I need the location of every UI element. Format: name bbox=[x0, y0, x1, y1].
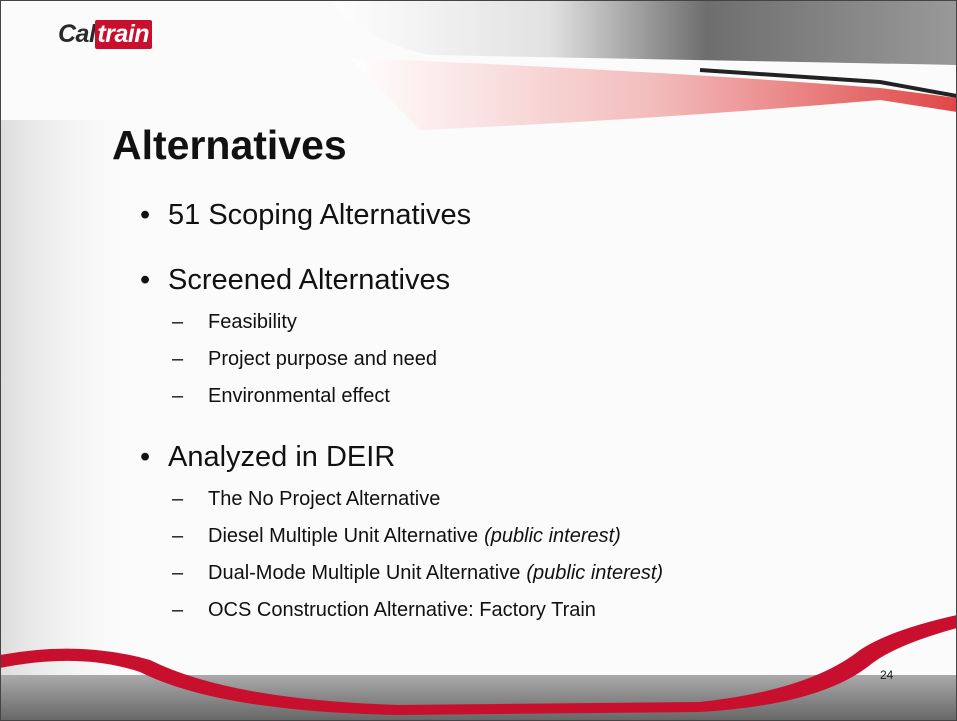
logo-text: train bbox=[95, 20, 153, 49]
sub-bullet-text: Project purpose and need bbox=[208, 348, 438, 370]
bullet: 51 Scoping Alternatives bbox=[140, 195, 900, 235]
sub-bullet: Diesel Multiple Unit Alternative(public … bbox=[140, 518, 900, 555]
sub-bullet-text: Feasibility bbox=[208, 311, 297, 333]
sub-bullet-note: (public interest) bbox=[526, 562, 664, 584]
sub-list: Feasibility Project purpose and need Envir… bbox=[140, 304, 900, 415]
sub-bullet-text: Dual-Mode Multiple Unit Alternative bbox=[208, 562, 521, 584]
logo-text: Cal bbox=[58, 20, 96, 48]
sub-bullet-text: Diesel Multiple Unit Alternative bbox=[208, 525, 479, 547]
slide-title: Alternatives bbox=[112, 122, 347, 168]
sub-list: The No Project Alternative Diesel Multipl… bbox=[140, 481, 900, 629]
sub-bullet: Feasibility bbox=[140, 304, 900, 341]
bullet: Screened Alternatives bbox=[140, 260, 900, 300]
bullet: Analyzed in DEIR bbox=[140, 437, 900, 477]
sub-bullet: OCS Construction Alternative: Factory Tr… bbox=[140, 592, 900, 629]
sub-bullet-note: (public interest) bbox=[484, 525, 621, 547]
page-number: 24 bbox=[880, 668, 894, 682]
bullet-text: 51 Scoping Alternatives bbox=[168, 199, 472, 231]
sub-bullet: Dual-Mode Multiple Unit Alternative(publ… bbox=[140, 555, 900, 592]
sub-bullet: Project purpose and need bbox=[140, 341, 900, 378]
sub-bullet: Environmental effect bbox=[140, 378, 900, 415]
bullet-list: 51 Scoping Alternatives Screened Alternat… bbox=[140, 195, 900, 629]
bullet-text: Screened Alternatives bbox=[168, 264, 451, 296]
sub-bullet-text: Environmental effect bbox=[208, 385, 390, 407]
sub-bullet: The No Project Alternative bbox=[140, 481, 900, 518]
sub-bullet-text: OCS Construction Alternative: Factory Tr… bbox=[208, 599, 596, 621]
bullet-text: Analyzed in DEIR bbox=[168, 441, 396, 473]
logo: Caltrain bbox=[58, 20, 153, 49]
sub-bullet-text: The No Project Alternative bbox=[208, 488, 441, 510]
